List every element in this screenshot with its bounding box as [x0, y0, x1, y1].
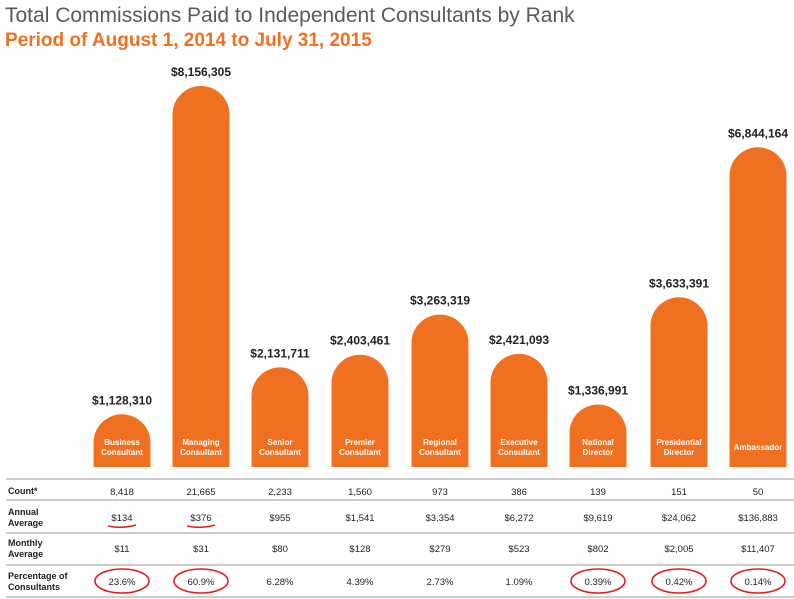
data-label: $3,263,319: [410, 294, 470, 308]
table-cell: 2,233: [268, 487, 292, 498]
table-cell: 386: [511, 487, 527, 498]
table-cell: 60.9%: [188, 577, 215, 588]
chart-subtitle: Period of August 1, 2014 to July 31, 201…: [5, 30, 372, 51]
category-label: National: [582, 438, 614, 447]
category-label: Consultant: [180, 448, 222, 457]
data-label: $1,336,991: [568, 384, 628, 398]
category-label: Consultant: [419, 448, 461, 457]
row-header: Annual: [8, 507, 39, 517]
bar: [251, 367, 309, 467]
table-cell: $136,883: [738, 513, 778, 524]
category-label: Presidential: [656, 438, 701, 447]
data-label: $2,403,461: [330, 334, 390, 348]
category-label: Ambassador: [734, 443, 782, 452]
table-cell: $134: [111, 513, 132, 524]
table-cell: 8,418: [110, 487, 134, 498]
data-label: $2,421,093: [489, 333, 549, 347]
table-cell: 973: [432, 487, 448, 498]
bar: [729, 147, 787, 468]
category-label: Consultant: [101, 448, 143, 457]
table-cell: $80: [272, 544, 288, 555]
category-label: Business: [104, 438, 140, 447]
table-cell: $31: [193, 544, 209, 555]
table-cell: $9,619: [583, 513, 612, 524]
category-label: Senior: [268, 438, 293, 447]
category-label: Regional: [423, 438, 457, 447]
table-cell: 139: [590, 487, 606, 498]
table-cell: $802: [587, 544, 608, 555]
bar: [331, 354, 389, 467]
table-cell: 6.28%: [267, 577, 294, 588]
category-label: Consultant: [498, 448, 540, 457]
bar: [411, 314, 469, 467]
data-label: $8,156,305: [171, 65, 231, 79]
row-header: Average: [8, 549, 43, 559]
annotation-underline: [107, 524, 137, 529]
table-cell: $3,354: [425, 513, 454, 524]
category-label: Consultant: [259, 448, 301, 457]
annotation-circle: [730, 568, 786, 594]
table-cell: $376: [190, 513, 211, 524]
data-label: $2,131,711: [250, 346, 310, 360]
data-label: $3,633,391: [649, 276, 709, 290]
table-cell: 151: [671, 487, 687, 498]
category-label: Managing: [182, 438, 219, 447]
data-label: $6,844,164: [728, 126, 788, 140]
table-cell: 4.39%: [347, 577, 374, 588]
annotation-underline: [186, 524, 216, 529]
table-cell: $11: [114, 544, 129, 555]
row-header: Percentage of: [8, 571, 69, 581]
bar: [490, 353, 548, 467]
table-cell: $955: [269, 513, 290, 524]
category-label: Consultant: [339, 448, 381, 457]
table-cell: 21,665: [186, 487, 215, 498]
category-label: Director: [664, 448, 695, 457]
table-cell: 1.09%: [506, 577, 533, 588]
table-cell: 0.42%: [666, 577, 693, 588]
category-label: Director: [583, 448, 614, 457]
category-label: Executive: [500, 438, 538, 447]
table-cell: $279: [429, 544, 450, 555]
annotation-circle: [94, 568, 150, 594]
bar: [650, 297, 708, 467]
annotation-circle: [173, 568, 229, 594]
bar: [569, 404, 627, 467]
annotation-circle: [570, 568, 626, 594]
category-label: Premier: [345, 438, 375, 447]
bar: [93, 414, 151, 467]
table-cell: 1,560: [348, 487, 372, 498]
bar: [172, 86, 230, 467]
table-cell: 0.39%: [585, 577, 612, 588]
table-cell: $11,407: [741, 544, 775, 555]
data-label: $1,128,310: [92, 393, 152, 407]
row-header: Monthly: [8, 538, 43, 548]
annotation-circle: [651, 568, 707, 594]
table-cell: $1,541: [345, 513, 374, 524]
table-cell: $128: [349, 544, 370, 555]
table-cell: $6,272: [504, 513, 533, 524]
table-cell: 23.6%: [109, 577, 136, 588]
chart-title: Total Commissions Paid to Independent Co…: [5, 4, 575, 27]
table-cell: $24,062: [662, 513, 696, 524]
row-header: Consultants: [8, 582, 60, 592]
table-cell: 50: [753, 487, 764, 498]
row-header: Average: [8, 518, 43, 528]
row-header: Count*: [8, 486, 38, 496]
table-cell: $2,005: [664, 544, 693, 555]
table-cell: 0.14%: [745, 577, 772, 588]
table-cell: $523: [508, 544, 529, 555]
table-cell: 2.73%: [427, 577, 454, 588]
